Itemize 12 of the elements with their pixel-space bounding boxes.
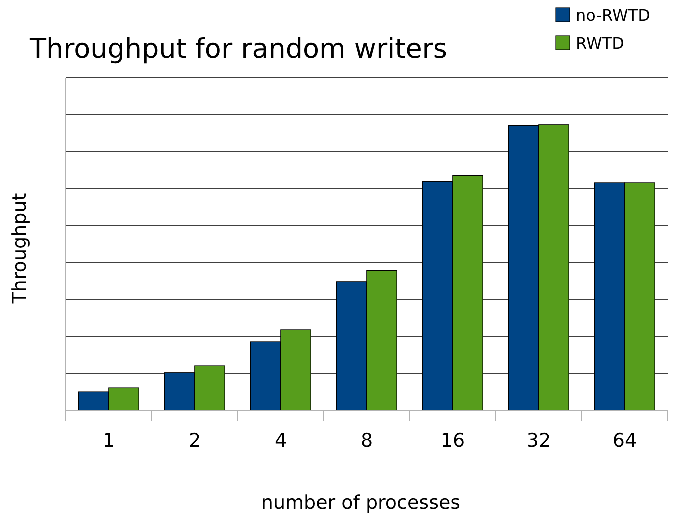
x-tick-label: 32 — [526, 430, 552, 452]
chart-title: Throughput for random writers — [29, 34, 448, 65]
legend-label: RWTD — [576, 34, 624, 53]
x-tick-label: 64 — [612, 430, 638, 452]
x-tick-label: 16 — [440, 430, 466, 452]
legend-label: no-RWTD — [576, 6, 650, 25]
x-tick-label: 1 — [102, 430, 116, 452]
x-tick-label: 2 — [188, 430, 202, 452]
x-tick-label: 8 — [360, 430, 374, 452]
y-axis-title: Throughput — [9, 193, 31, 305]
x-axis-title: number of processes — [261, 492, 461, 514]
x-tick-label: 4 — [274, 430, 288, 452]
